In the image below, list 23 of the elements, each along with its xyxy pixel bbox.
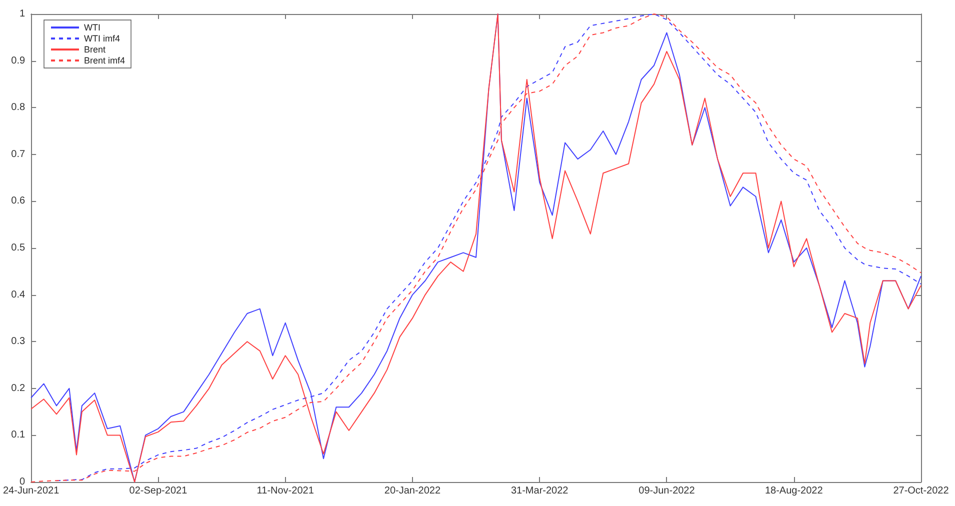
y-tick-label: 1 (20, 8, 26, 20)
x-tick-label: 24-Jun-2021 (3, 486, 60, 496)
x-tick-label: 18-Aug-2022 (764, 486, 824, 496)
y-tick-label: 0.4 (11, 289, 26, 300)
x-tick-label: 09-Jun-2022 (638, 486, 696, 496)
y-tick-label: 0.7 (11, 148, 26, 160)
y-tick-label: 0.5 (11, 242, 26, 254)
y-tick-label: 0.9 (11, 55, 26, 66)
x-tick-label: 02-Sep-2021 (129, 486, 188, 496)
legend-label: WTI (84, 22, 100, 32)
y-tick-label: 0 (20, 476, 26, 488)
y-tick-label: 0.6 (11, 196, 26, 207)
x-tick-label: 27-Oct-2022 (893, 486, 950, 496)
legend-label: WTI imf4 (84, 34, 120, 44)
x-tick-label: 31-Mar-2022 (510, 486, 569, 496)
x-tick-label: 20-Jan-2022 (384, 486, 441, 496)
x-tick-label: 11-Nov-2021 (256, 486, 314, 496)
y-tick-label: 0.2 (11, 382, 26, 394)
y-tick-label: 0.8 (11, 102, 26, 114)
legend-label: Brent imf4 (84, 56, 126, 66)
y-tick-label: 0.3 (11, 336, 26, 348)
y-tick-label: 0.1 (11, 430, 26, 441)
legend-label: Brent (84, 44, 106, 54)
